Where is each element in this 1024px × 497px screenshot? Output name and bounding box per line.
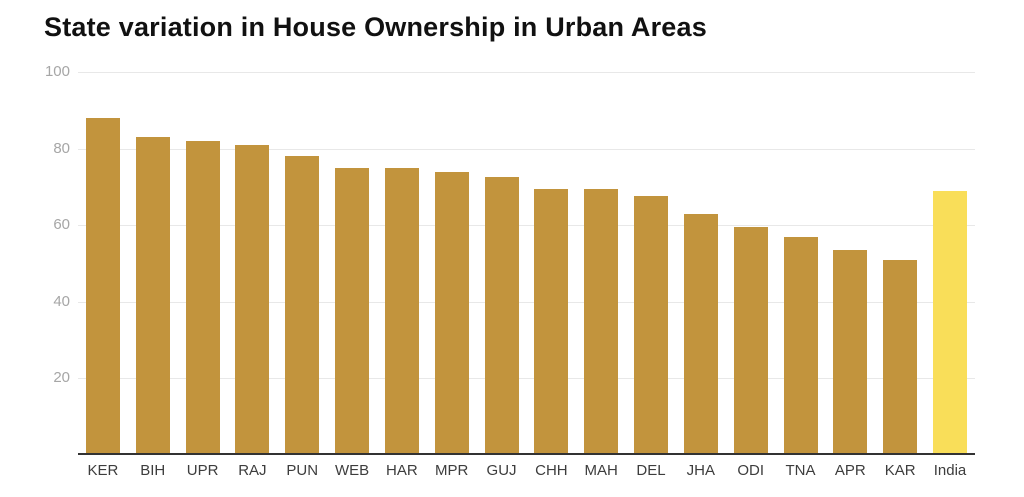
x-label-PUN: PUN	[286, 462, 319, 479]
x-label-UPR: UPR	[186, 462, 219, 479]
gridline-100	[78, 72, 975, 73]
y-axis: 100 80 60 40 20	[0, 0, 70, 497]
bar-slot-BIH	[128, 72, 178, 455]
bar-slot-RAJ	[227, 72, 277, 455]
x-label-ODI: ODI	[737, 462, 765, 479]
gridline-60	[78, 225, 975, 227]
x-label-DEL: DEL	[636, 462, 666, 479]
bar-WEB[interactable]	[335, 167, 370, 455]
bar-slot-TNA	[776, 72, 826, 455]
bar-KER[interactable]	[85, 117, 120, 455]
x-label-WEB: WEB	[334, 462, 370, 479]
y-tick-label-80: 80	[53, 139, 70, 157]
y-tick-label-60: 60	[53, 216, 70, 234]
bar-slot-DEL	[626, 72, 676, 455]
bar-slot-GUJ	[477, 72, 527, 455]
bar-BIH[interactable]	[135, 137, 170, 455]
x-label-TNA: TNA	[785, 462, 816, 479]
bar-APR[interactable]	[833, 250, 868, 455]
bar-slot-KER	[78, 72, 128, 455]
y-tick-label-100: 100	[44, 63, 70, 80]
bar-PUN[interactable]	[285, 156, 320, 455]
bar-slot-MPR	[427, 72, 477, 455]
x-label-BIH: BIH	[140, 462, 166, 479]
gridline-80	[78, 148, 975, 150]
bar-India[interactable]	[932, 190, 967, 455]
x-label-RAJ: RAJ	[238, 462, 267, 479]
x-label-MPR: MPR	[435, 462, 469, 479]
y-tick-label-20: 20	[53, 369, 70, 387]
x-label-CHH: CHH	[535, 462, 568, 479]
bar-TNA[interactable]	[783, 236, 818, 455]
bar-slot-UPR	[178, 72, 228, 455]
x-axis-line	[78, 453, 975, 455]
x-label-KAR: KAR	[884, 462, 916, 479]
bar-CHH[interactable]	[534, 188, 569, 455]
bar-HAR[interactable]	[384, 167, 419, 455]
y-tick-label-40: 40	[53, 292, 70, 310]
bar-UPR[interactable]	[185, 140, 220, 455]
plot-area	[78, 72, 975, 455]
gridline-20	[78, 378, 975, 380]
bar-MPR[interactable]	[434, 171, 469, 455]
x-label-JHA: JHA	[686, 462, 716, 479]
bar-MAH[interactable]	[584, 188, 619, 455]
x-label-HAR: HAR	[386, 462, 418, 479]
x-axis-labels: KER BIH UPR RAJ PUN WEB HAR MPR GUJ CHH MAH DEL JHA O…	[78, 461, 975, 480]
bar-RAJ[interactable]	[235, 144, 270, 455]
bar-slot-APR	[825, 72, 875, 455]
gridline-40	[78, 301, 975, 303]
chart-title: State variation in House Ownership in Ur…	[44, 12, 707, 42]
x-label-APR: APR	[834, 462, 866, 479]
bar-JHA[interactable]	[683, 213, 718, 455]
bar-KAR[interactable]	[883, 259, 918, 455]
bar-slot-CHH	[526, 72, 576, 455]
bar-slot-MAH	[576, 72, 626, 455]
x-label-GUJ: GUJ	[486, 462, 517, 479]
bar-slot-WEB	[327, 72, 377, 455]
x-label-KER: KER	[87, 462, 119, 479]
bar-slot-JHA	[676, 72, 726, 455]
bars-row	[78, 72, 975, 455]
bar-slot-India	[925, 72, 975, 455]
bar-slot-PUN	[277, 72, 327, 455]
bar-slot-ODI	[726, 72, 776, 455]
x-label-MAH: MAH	[584, 462, 618, 479]
bar-DEL[interactable]	[634, 196, 669, 455]
bar-slot-HAR	[377, 72, 427, 455]
bar-slot-KAR	[875, 72, 925, 455]
x-label-India: India	[933, 462, 967, 479]
bar-GUJ[interactable]	[484, 177, 519, 455]
bar-ODI[interactable]	[733, 227, 768, 455]
